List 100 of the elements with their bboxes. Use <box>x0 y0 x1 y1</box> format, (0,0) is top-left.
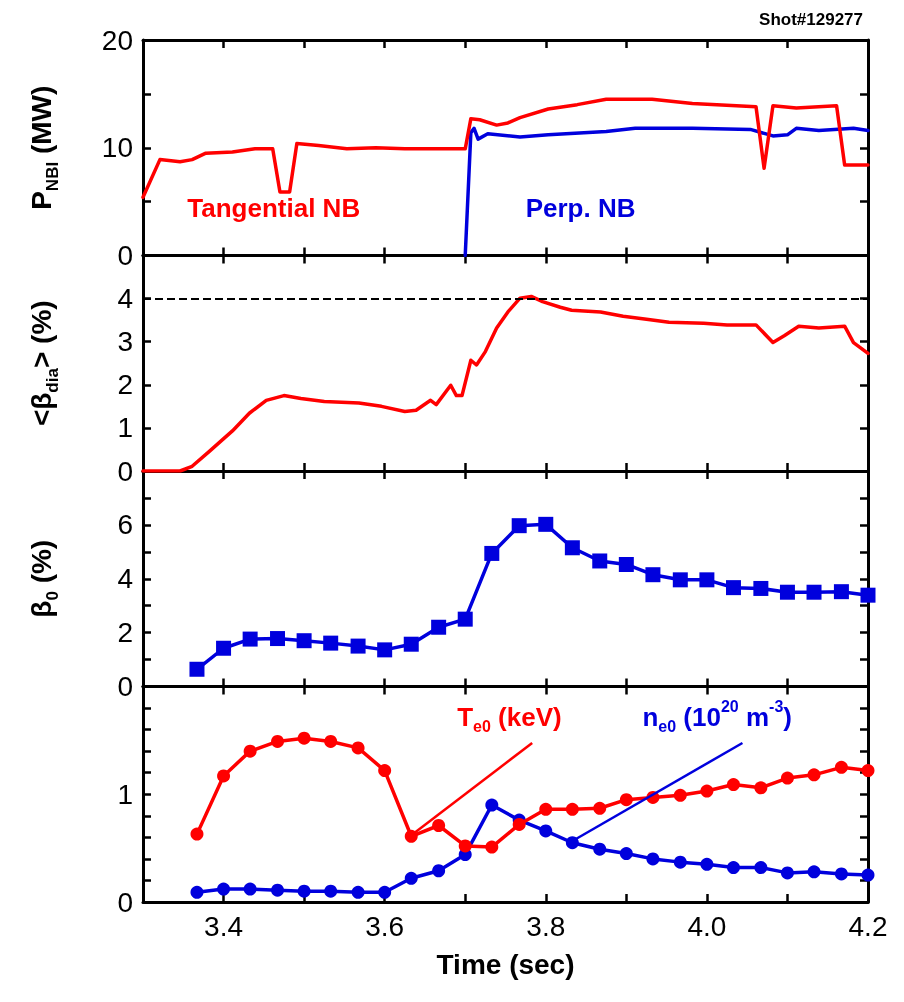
point <box>833 584 849 600</box>
y-axis-title: PNBI (MW) <box>25 85 62 210</box>
point <box>860 587 876 603</box>
y-tick-label: 4 <box>117 283 133 315</box>
x-tick-label: 3.6 <box>365 910 405 942</box>
point <box>432 819 446 832</box>
point <box>565 836 579 850</box>
x-tick-label: 4.0 <box>687 910 727 942</box>
x-tick-label: 3.4 <box>204 910 244 942</box>
y-axis-title: β0 (%) <box>25 539 62 618</box>
point <box>458 839 472 853</box>
point <box>780 866 794 880</box>
point <box>807 865 821 879</box>
point <box>672 572 688 588</box>
point <box>834 867 848 881</box>
series-label: Tangential NB <box>187 193 361 224</box>
chart-title: Shot#129277 <box>759 10 863 29</box>
point <box>593 842 607 856</box>
point <box>592 553 608 569</box>
y-tick-label: 1 <box>117 778 133 810</box>
y-tick-label: 6 <box>117 509 133 541</box>
point <box>754 781 768 795</box>
point <box>296 633 312 649</box>
point <box>189 661 205 677</box>
point <box>700 857 714 871</box>
point <box>619 847 633 861</box>
y-tick-label: 10 <box>101 132 133 164</box>
point <box>618 556 634 572</box>
point <box>297 731 311 745</box>
point <box>807 768 821 782</box>
y-axis-title: <βdia> (%) <box>25 300 62 427</box>
line-series <box>463 126 870 258</box>
y-tick-label: 3 <box>117 326 133 358</box>
point <box>217 769 231 783</box>
y-tick-label: 1 <box>117 412 133 444</box>
text: Perp. NB <box>525 193 636 224</box>
point <box>484 545 500 561</box>
point <box>538 516 554 532</box>
point <box>350 638 366 654</box>
point <box>753 580 769 596</box>
point <box>216 640 232 656</box>
point <box>323 635 339 651</box>
point <box>645 567 661 583</box>
point <box>754 861 768 875</box>
point <box>485 840 499 854</box>
y-tick-label: 2 <box>117 617 133 649</box>
point <box>726 861 740 875</box>
point <box>324 734 338 748</box>
point <box>646 852 660 866</box>
point <box>725 580 741 596</box>
y-tick-label: 0 <box>117 886 133 918</box>
point <box>806 584 822 600</box>
point <box>780 771 794 785</box>
point <box>378 885 392 899</box>
point <box>378 764 392 778</box>
point <box>834 760 848 774</box>
point <box>404 829 418 843</box>
point <box>564 540 580 556</box>
y-tick-label: 2 <box>117 369 133 401</box>
point <box>779 584 795 600</box>
point <box>243 882 257 896</box>
x-tick-label: 3.8 <box>526 910 566 942</box>
point <box>403 636 419 652</box>
point <box>861 868 875 882</box>
y-tick-label: 20 <box>101 24 133 56</box>
point <box>699 572 715 588</box>
x-tick-label: 4.2 <box>848 910 888 942</box>
point <box>861 764 875 778</box>
point <box>351 885 365 899</box>
point <box>190 827 204 841</box>
point <box>432 864 446 878</box>
y-tick-label: 0 <box>117 240 133 271</box>
point <box>377 642 393 658</box>
point <box>565 802 579 816</box>
point <box>485 798 499 812</box>
point <box>511 518 527 534</box>
point <box>271 734 285 748</box>
point <box>700 784 714 798</box>
point <box>242 631 258 647</box>
line-series <box>141 97 870 200</box>
point <box>619 793 633 807</box>
point <box>593 801 607 815</box>
point <box>431 619 447 635</box>
point <box>271 883 285 897</box>
point <box>217 882 231 896</box>
point <box>404 871 418 885</box>
point <box>726 778 740 792</box>
point <box>539 824 553 838</box>
point <box>324 884 338 898</box>
point <box>243 744 257 758</box>
point <box>457 611 473 627</box>
point <box>673 855 687 869</box>
point <box>673 788 687 802</box>
x-axis-title: Time (sec) <box>436 948 575 980</box>
point <box>297 884 311 898</box>
point <box>190 885 204 899</box>
point <box>512 817 526 831</box>
y-tick-label: 0 <box>117 455 133 487</box>
point <box>351 741 365 755</box>
point <box>270 631 286 647</box>
